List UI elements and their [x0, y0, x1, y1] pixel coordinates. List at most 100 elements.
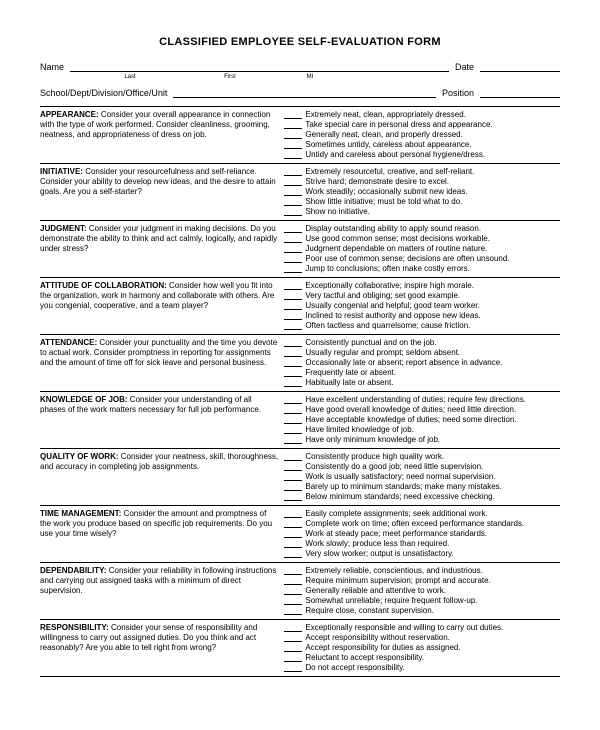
option-checkbox[interactable] [284, 348, 302, 357]
option-checkbox[interactable] [284, 663, 302, 672]
option-text: Extremely reliable, conscientious, and i… [305, 566, 482, 576]
option-checkbox[interactable] [284, 566, 302, 575]
option-text: Complete work on time; often exceed perf… [305, 519, 524, 529]
option-text: Work slowly; produce less than required. [305, 539, 449, 549]
option-checkbox[interactable] [284, 576, 302, 585]
evaluation-sections: APPEARANCE: Consider your overall appear… [40, 106, 560, 677]
section-prompt: TIME MANAGEMENT: Consider the amount and… [40, 509, 284, 559]
option-checkbox[interactable] [284, 643, 302, 652]
option-checkbox[interactable] [284, 301, 302, 310]
header-row-2: School/Dept/Division/Office/Unit Positio… [40, 86, 560, 98]
option-checkbox[interactable] [284, 110, 302, 119]
position-label: Position [442, 88, 474, 98]
option-row: Require close, constant supervision. [284, 606, 560, 616]
option-checkbox[interactable] [284, 586, 302, 595]
option-row: Often tactless and quarrelsome; cause fr… [284, 321, 560, 331]
section: TIME MANAGEMENT: Consider the amount and… [40, 505, 560, 562]
section-options: Exceptionally responsible and willing to… [284, 623, 560, 673]
option-checkbox[interactable] [284, 415, 302, 424]
option-text: Strive hard; demonstrate desire to excel… [305, 177, 449, 187]
option-checkbox[interactable] [284, 452, 302, 461]
option-checkbox[interactable] [284, 338, 302, 347]
option-checkbox[interactable] [284, 462, 302, 471]
option-checkbox[interactable] [284, 177, 302, 186]
option-row: Untidy and careless about personal hygie… [284, 150, 560, 160]
option-checkbox[interactable] [284, 596, 302, 605]
option-text: Jump to conclusions; often make costly e… [305, 264, 470, 274]
section-prompt: RESPONSIBILITY: Consider your sense of r… [40, 623, 284, 673]
option-checkbox[interactable] [284, 254, 302, 263]
option-checkbox[interactable] [284, 435, 302, 444]
option-checkbox[interactable] [284, 291, 302, 300]
option-checkbox[interactable] [284, 321, 302, 330]
name-sublabels: Last First MI [40, 74, 560, 80]
option-checkbox[interactable] [284, 395, 302, 404]
option-row: Work steadily; occasionally submit new i… [284, 187, 560, 197]
option-checkbox[interactable] [284, 472, 302, 481]
option-checkbox[interactable] [284, 482, 302, 491]
option-text: Have only minimum knowledge of job. [305, 435, 440, 445]
option-row: Work is usually satisfactory; need norma… [284, 472, 560, 482]
date-field[interactable] [480, 60, 560, 72]
option-checkbox[interactable] [284, 653, 302, 662]
option-checkbox[interactable] [284, 244, 302, 253]
option-checkbox[interactable] [284, 140, 302, 149]
position-field[interactable] [480, 86, 560, 98]
option-row: Show little initiative; must be told wha… [284, 197, 560, 207]
option-row: Accept responsibility for duties as assi… [284, 643, 560, 653]
option-checkbox[interactable] [284, 529, 302, 538]
option-checkbox[interactable] [284, 150, 302, 159]
option-checkbox[interactable] [284, 311, 302, 320]
option-row: Use good common sense; most decisions wo… [284, 234, 560, 244]
option-checkbox[interactable] [284, 549, 302, 558]
option-text: Display outstanding ability to apply sou… [305, 224, 481, 234]
option-checkbox[interactable] [284, 509, 302, 518]
option-checkbox[interactable] [284, 207, 302, 216]
option-checkbox[interactable] [284, 405, 302, 414]
option-text: Below minimum standards; need excessive … [305, 492, 494, 502]
option-checkbox[interactable] [284, 167, 302, 176]
section: RESPONSIBILITY: Consider your sense of r… [40, 619, 560, 676]
section: ATTITUDE OF COLLABORATION: Consider how … [40, 277, 560, 334]
option-checkbox[interactable] [284, 264, 302, 273]
option-checkbox[interactable] [284, 234, 302, 243]
option-checkbox[interactable] [284, 358, 302, 367]
option-checkbox[interactable] [284, 633, 302, 642]
option-checkbox[interactable] [284, 425, 302, 434]
option-row: Barely up to minimum standards; make man… [284, 482, 560, 492]
category-label: APPEARANCE: [40, 110, 99, 119]
option-checkbox[interactable] [284, 606, 302, 615]
name-field[interactable] [70, 60, 449, 72]
option-checkbox[interactable] [284, 224, 302, 233]
option-text: Very tactful and obliging; set good exam… [305, 291, 460, 301]
category-label: INITIATIVE: [40, 167, 83, 176]
option-text: Judgment dependable on matters of routin… [305, 244, 487, 254]
option-checkbox[interactable] [284, 120, 302, 129]
option-row: Have only minimum knowledge of job. [284, 435, 560, 445]
option-text: Untidy and careless about personal hygie… [305, 150, 485, 160]
sub-last: Last [80, 74, 180, 80]
option-checkbox[interactable] [284, 378, 302, 387]
option-checkbox[interactable] [284, 539, 302, 548]
option-checkbox[interactable] [284, 492, 302, 501]
option-row: Extremely neat, clean, appropriately dre… [284, 110, 560, 120]
section-options: Have excellent understanding of duties; … [284, 395, 560, 445]
option-checkbox[interactable] [284, 623, 302, 632]
option-checkbox[interactable] [284, 519, 302, 528]
option-checkbox[interactable] [284, 197, 302, 206]
option-row: Strive hard; demonstrate desire to excel… [284, 177, 560, 187]
option-row: Reluctant to accept responsibility. [284, 653, 560, 663]
category-label: TIME MANAGEMENT: [40, 509, 121, 518]
option-checkbox[interactable] [284, 281, 302, 290]
option-text: Work is usually satisfactory; need norma… [305, 472, 495, 482]
category-label: JUDGMENT: [40, 224, 87, 233]
option-text: Inclined to resist authority and oppose … [305, 311, 480, 321]
option-checkbox[interactable] [284, 187, 302, 196]
option-checkbox[interactable] [284, 130, 302, 139]
option-text: Consistently do a good job; need little … [305, 462, 483, 472]
option-checkbox[interactable] [284, 368, 302, 377]
school-field[interactable] [173, 86, 436, 98]
option-text: Have acceptable knowledge of duties; nee… [305, 415, 516, 425]
option-row: Usually congenial and helpful; good team… [284, 301, 560, 311]
option-row: Poor use of common sense; decisions are … [284, 254, 560, 264]
